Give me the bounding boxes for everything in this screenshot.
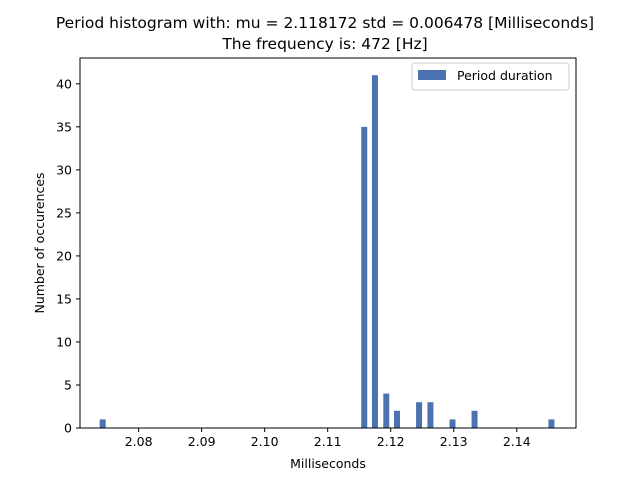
histogram-bar [371,75,378,429]
x-axis-label: Milliseconds [290,456,366,471]
histogram-bar [471,410,478,428]
bars-group [99,75,555,429]
x-tick-label: 2.12 [377,434,405,449]
y-tick-label: 30 [56,162,72,177]
x-tick-label: 2.08 [125,434,153,449]
y-axis-ticks: 0 5 10 15 20 25 30 35 40 [56,76,80,436]
histogram-bar [394,410,401,428]
histogram-bar [548,419,555,428]
x-axis-ticks: 2.08 2.09 2.10 2.11 2.12 2.13 2.14 [125,428,531,449]
plot-frame [79,57,577,429]
y-tick-label: 35 [56,119,72,134]
legend-box [411,62,570,91]
y-tick-label: 20 [56,248,72,263]
legend: Period duration [411,62,570,91]
x-tick-label: 2.14 [503,434,531,449]
x-tick-label: 2.10 [251,434,279,449]
chart-title: Period histogram with: mu = 2.118172 std… [56,14,594,32]
histogram-bar [383,393,390,428]
legend-label: Period duration [457,68,553,83]
histogram-bar [427,402,434,428]
histogram-bar [416,402,423,428]
y-tick-label: 5 [64,377,72,392]
legend-swatch [418,70,446,80]
y-tick-label: 0 [64,421,72,436]
histogram-bar [449,419,456,428]
y-axis-label: Number of occurences [32,172,47,313]
y-tick-label: 10 [56,334,72,349]
y-tick-label: 15 [56,291,72,306]
histogram-bar [361,126,368,428]
histogram-bar [99,419,106,428]
x-tick-label: 2.09 [188,434,216,449]
x-tick-label: 2.13 [440,434,468,449]
y-tick-label: 25 [56,205,72,220]
y-tick-label: 40 [56,76,72,91]
chart-subtitle: The frequency is: 472 [Hz] [221,35,427,53]
x-tick-label: 2.11 [314,434,342,449]
